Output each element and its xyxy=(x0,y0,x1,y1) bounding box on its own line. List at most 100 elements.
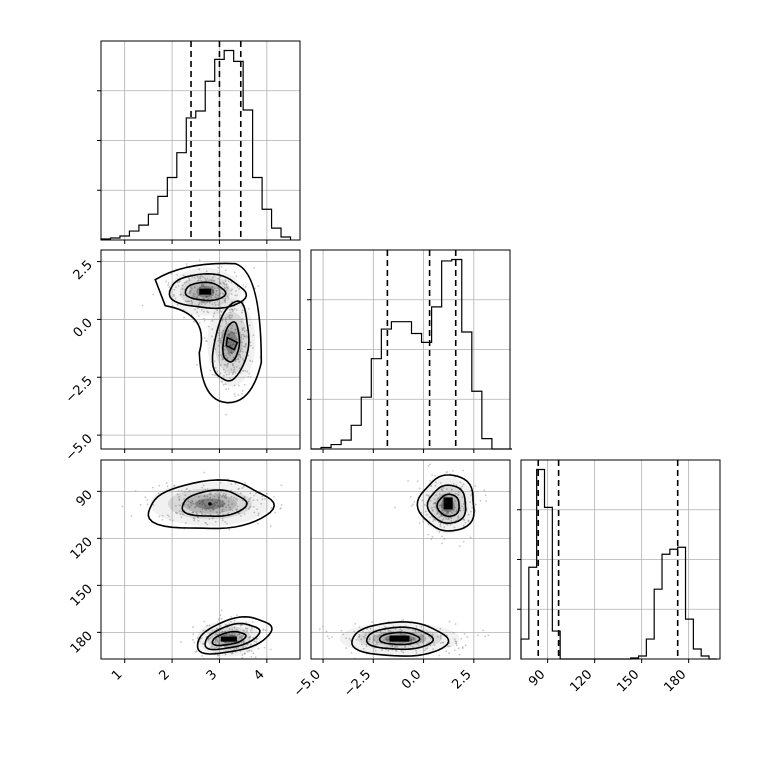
sample-point xyxy=(225,373,228,376)
sample-point xyxy=(209,278,212,281)
sample-point xyxy=(177,285,180,287)
sample-point xyxy=(246,627,249,630)
sample-point xyxy=(211,505,213,508)
sample-point xyxy=(212,506,214,509)
sample-point xyxy=(213,274,216,277)
y-tick-label: 0.0 xyxy=(71,316,96,341)
sample-point xyxy=(403,634,406,637)
sample-point xyxy=(230,641,233,644)
sample-point xyxy=(441,504,444,507)
sample-point xyxy=(234,372,237,374)
sample-point xyxy=(386,640,389,643)
sample-point xyxy=(233,626,236,629)
sample-point xyxy=(389,644,392,647)
sample-point xyxy=(225,506,227,508)
sample-point xyxy=(457,647,460,650)
sample-point xyxy=(243,330,246,333)
sample-point xyxy=(362,630,364,633)
sample-point xyxy=(224,280,227,282)
y-tick-label: −2.5 xyxy=(63,373,96,406)
sample-point xyxy=(239,650,242,653)
sample-point xyxy=(181,284,184,287)
sample-point xyxy=(461,496,464,499)
sample-point xyxy=(215,501,218,504)
sample-point xyxy=(248,636,250,639)
sample-point xyxy=(265,492,268,495)
sample-point xyxy=(462,507,465,510)
sample-point xyxy=(455,642,458,645)
sample-point xyxy=(225,269,227,272)
sample-point xyxy=(365,631,367,634)
sample-point xyxy=(206,300,209,303)
sample-point xyxy=(464,521,467,524)
x-tick-label: 3 xyxy=(204,667,220,683)
sample-point xyxy=(183,490,186,493)
sample-point xyxy=(234,634,236,637)
sample-point xyxy=(217,505,220,508)
sample-point xyxy=(196,637,199,639)
sample-point xyxy=(251,621,254,623)
sample-point xyxy=(221,500,224,502)
sample-point xyxy=(462,503,465,505)
sample-point xyxy=(273,496,275,498)
sample-point xyxy=(484,635,487,638)
sample-point xyxy=(205,270,208,273)
sample-point xyxy=(217,653,219,656)
sample-point xyxy=(249,341,252,344)
sample-point xyxy=(217,286,219,289)
sample-point xyxy=(225,283,228,286)
sample-point xyxy=(208,492,211,495)
histogram-z-marginal: 90 120 150 180 xyxy=(517,459,721,695)
sample-point xyxy=(207,639,210,641)
sample-point xyxy=(184,522,187,524)
sample-point xyxy=(200,274,203,277)
sample-point xyxy=(139,503,142,506)
sample-point xyxy=(470,510,472,513)
sample-point xyxy=(430,485,433,488)
sample-point xyxy=(185,280,188,283)
sample-point xyxy=(349,639,352,642)
sample-point xyxy=(454,492,457,495)
sample-point xyxy=(400,650,403,652)
sample-point xyxy=(219,314,222,317)
sample-point xyxy=(201,284,203,287)
sample-point xyxy=(441,486,444,489)
sample-point xyxy=(180,641,182,644)
sample-point xyxy=(221,319,224,322)
sample-point xyxy=(211,645,214,648)
sample-point xyxy=(225,364,227,367)
sample-point xyxy=(446,511,449,514)
sample-point xyxy=(213,495,216,498)
sample-point xyxy=(175,511,177,514)
sample-point xyxy=(224,318,227,321)
sample-point xyxy=(432,648,435,651)
sample-point xyxy=(198,640,201,643)
sample-point xyxy=(419,641,422,643)
sample-point xyxy=(182,274,185,277)
sample-point xyxy=(435,481,437,484)
sample-point xyxy=(229,344,231,347)
histogram-y-marginal xyxy=(307,249,513,453)
sample-point xyxy=(178,280,181,283)
sample-point xyxy=(230,351,233,354)
sample-point xyxy=(215,293,217,296)
sample-point xyxy=(227,329,230,331)
density-peak-b xyxy=(220,636,237,642)
sample-point xyxy=(443,538,446,540)
sample-point xyxy=(186,300,189,303)
sample-point xyxy=(226,522,228,525)
sample-point xyxy=(279,507,282,510)
sample-point xyxy=(240,336,243,339)
sample-point xyxy=(173,295,175,298)
sample-point xyxy=(231,509,234,512)
sample-point xyxy=(441,641,444,644)
sample-point xyxy=(250,643,252,646)
sample-point xyxy=(393,646,396,649)
sample-point xyxy=(231,310,234,313)
sample-point xyxy=(385,638,388,641)
sample-point xyxy=(401,633,403,636)
sample-point xyxy=(256,499,259,502)
sample-point xyxy=(151,486,154,489)
sample-point xyxy=(231,316,233,319)
y-tick-label: 2.5 xyxy=(71,258,96,283)
